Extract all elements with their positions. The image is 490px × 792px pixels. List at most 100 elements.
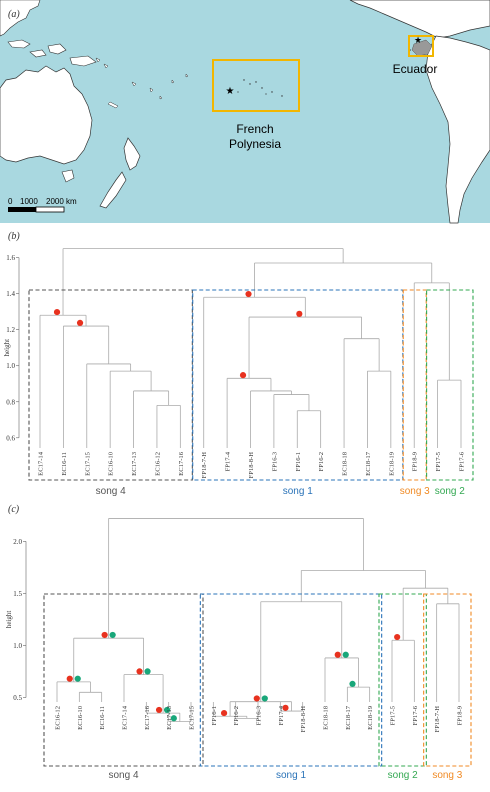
french-polynesia-box [212, 59, 300, 112]
map-panel: ★ French Polynesia ★ Ecuador (a) 0 1000 … [0, 0, 490, 224]
leaf-label: EC17-15 [84, 451, 91, 476]
group-label: song 3 [432, 770, 462, 781]
leaf-label: FP18-9 [457, 705, 464, 725]
french-polynesia-islands [237, 79, 283, 97]
red-significance-dot [239, 372, 247, 379]
green-significance-dot [144, 668, 151, 675]
indonesia-islands [7, 39, 97, 67]
red-significance-dot [66, 675, 73, 682]
ecuador-star: ★ [414, 35, 422, 45]
group-box [378, 593, 427, 767]
red-significance-dot [296, 310, 303, 317]
red-significance-dot [53, 308, 61, 316]
australia-landmass [0, 65, 93, 165]
red-significance-dot [76, 319, 84, 326]
group-box [192, 289, 404, 481]
dendrogram-c: (c) 0.5 1.0 1.5 2.0 height EC16-12 EC16-10 EC16-… [5, 504, 472, 781]
leaf-label: EC18-19 [388, 451, 395, 476]
leaf-label: FP16-2 [233, 706, 240, 725]
red-significance-dot [220, 709, 228, 717]
green-significance-dot [170, 715, 177, 722]
group-label: song 1 [276, 770, 306, 781]
group-box [28, 289, 193, 481]
leaf-label: EC17-13 [166, 705, 173, 730]
tasmania [61, 169, 75, 183]
leaf-label: FP17-4 [278, 705, 285, 725]
group-label: song 4 [96, 486, 126, 497]
leaf-label: FP17-5 [435, 451, 442, 471]
ecuador-label: Ecuador [393, 62, 438, 76]
green-significance-dot [109, 631, 116, 639]
scale-bar: 0 1000 2000 km [8, 197, 77, 213]
leaf-label: FP16-1 [211, 706, 218, 725]
south-america-landmass [425, 35, 490, 224]
red-significance-dot [101, 631, 108, 639]
red-significance-dot [334, 651, 341, 658]
ecuador-region [411, 39, 433, 57]
leaf-label: FP17-6 [412, 705, 419, 725]
leaf-label: EC16-12 [154, 452, 161, 476]
y-tick-label: 2.0 [13, 538, 22, 546]
y-tick-label: 1.6 [6, 254, 15, 262]
green-significance-dot [261, 695, 268, 702]
panel-label: (b) [8, 231, 20, 242]
y-tick-label: 1.5 [13, 590, 22, 598]
group-label: song 1 [283, 486, 313, 497]
leaf-label: EC18-18 [342, 451, 349, 476]
red-significance-dot [136, 668, 143, 675]
north-america-coast [349, 0, 490, 39]
french-polynesia-star: ★ [226, 86, 235, 97]
french-polynesia-label-line2: Polynesia [229, 137, 281, 151]
leaf-label: FP17-6 [459, 451, 466, 471]
green-significance-dot [74, 675, 81, 682]
leaf-label: EC18-17 [345, 705, 352, 730]
group-box [199, 593, 383, 767]
green-significance-dot [349, 680, 356, 688]
group-label: song 2 [388, 770, 418, 781]
green-significance-dot [342, 651, 349, 658]
leaf-label: EC18-18 [323, 705, 330, 730]
panel-label-a: (a) [8, 9, 20, 20]
leaf-label: EC17-14 [38, 451, 45, 476]
leaf-label: EC17-16 [144, 705, 151, 730]
leaf-label: FP17-5 [390, 705, 397, 725]
new-zealand [99, 137, 141, 209]
red-significance-dot [253, 695, 260, 702]
leaf-label: FP16-1 [295, 452, 302, 471]
leaf-label: EC16-12 [55, 706, 62, 730]
red-significance-dot [394, 633, 401, 641]
leaf-label: EC16-10 [108, 451, 115, 476]
dendrogram-b: (b) 0.6 0.8 1.0 1.2 1.4 1.6 height EC17-14 EC16-1… [3, 231, 474, 497]
leaf-label: EC17-15 [189, 705, 196, 730]
leaf-label: FP16-3 [256, 705, 263, 725]
red-significance-dot [282, 704, 289, 711]
leaf-label: EC17-13 [131, 451, 138, 476]
leaf-label: EC16-11 [61, 452, 68, 476]
group-box [402, 289, 427, 481]
group-label: song 3 [400, 486, 430, 497]
leaf-label: FP17-4 [225, 451, 232, 471]
scale-label-mid: 1000 [20, 197, 38, 206]
leaf-label: EC17-16 [178, 451, 185, 476]
french-polynesia-label-line1: French [236, 122, 273, 136]
group-label: song 4 [108, 770, 138, 781]
leaf-label: FP18-9 [412, 451, 419, 471]
y-tick-label: 1.4 [6, 290, 15, 298]
leaf-label: EC16-11 [99, 706, 106, 730]
y-tick-label: 1.2 [6, 326, 15, 334]
scale-label-zero: 0 [8, 197, 13, 206]
green-significance-dot [163, 706, 171, 714]
group-label: song 2 [435, 486, 465, 497]
red-significance-dot [155, 706, 163, 714]
y-tick-label: 1.0 [13, 642, 22, 650]
y-tick-label: 0.5 [13, 694, 22, 702]
y-axis-label: height [3, 339, 11, 357]
ecuador-box [408, 35, 434, 57]
leaf-label: EC18-19 [367, 705, 374, 730]
pacific-islands [95, 57, 189, 109]
leaf-label: FP18-8-H [248, 452, 255, 479]
leaf-label: FP18-8-H [300, 706, 307, 733]
y-tick-label: 1.0 [6, 362, 15, 370]
leaf-label: FP18-7-H [201, 452, 208, 479]
